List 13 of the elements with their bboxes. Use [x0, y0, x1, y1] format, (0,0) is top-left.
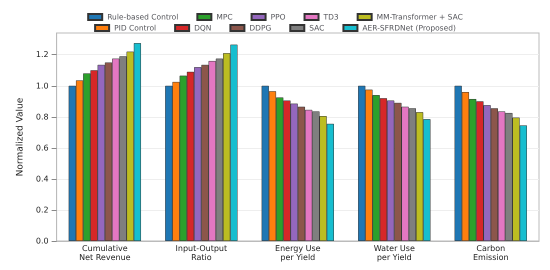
x-tick-label: Water Use per Yield: [374, 244, 415, 262]
y-tick-label: 0.8: [36, 112, 49, 122]
x-tick-label: Energy Use per Yield: [275, 244, 321, 262]
x-tick-label: Carbon Emission: [472, 244, 509, 262]
y-tick-label: 1.0: [36, 81, 49, 90]
y-tick-label: 0.6: [36, 143, 49, 152]
y-axis-title: Normalized Value: [16, 97, 26, 176]
x-tick-label: Cumulative Net Revenue: [79, 244, 131, 262]
x-tick-label: Input-Output Ratio: [176, 244, 228, 262]
y-tick-label: 0.2: [36, 205, 49, 214]
y-tick-label: 1.2: [36, 50, 49, 60]
y-tick-label: 0.4: [36, 174, 49, 184]
y-tick-label: 0.0: [36, 236, 49, 246]
